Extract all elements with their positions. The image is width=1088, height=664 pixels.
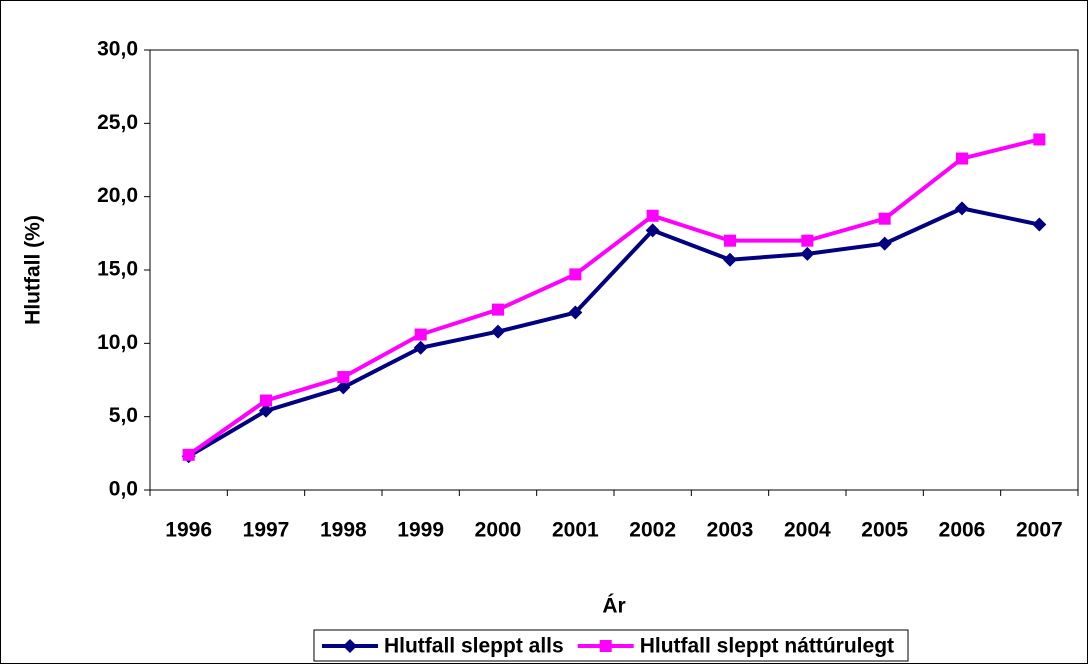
marker bbox=[568, 305, 583, 320]
marker bbox=[342, 639, 357, 653]
series-line bbox=[187, 206, 1040, 458]
marker bbox=[955, 201, 969, 216]
x-tick-label: 1996 bbox=[165, 519, 212, 542]
marker bbox=[414, 328, 427, 341]
marker bbox=[877, 236, 892, 251]
marker bbox=[723, 252, 737, 267]
y-tick-label: 25,0 bbox=[97, 111, 138, 134]
y-tick-label: 10,0 bbox=[97, 331, 138, 354]
marker bbox=[1032, 217, 1047, 232]
x-tick-label: 1997 bbox=[243, 519, 290, 542]
marker bbox=[724, 234, 736, 247]
x-tick-label: 2007 bbox=[1016, 519, 1063, 542]
x-tick-label: 2000 bbox=[475, 519, 522, 542]
x-axis-label: Ár bbox=[602, 595, 625, 618]
x-tick-label: 2002 bbox=[629, 519, 676, 542]
legend-label: Hlutfall sleppt alls bbox=[384, 635, 564, 658]
marker bbox=[646, 209, 659, 222]
y-axis-label: Hlutfall (%) bbox=[22, 215, 45, 325]
marker bbox=[800, 246, 815, 261]
x-tick-label: 2004 bbox=[784, 519, 831, 542]
x-tick-label: 2001 bbox=[552, 519, 599, 542]
legend: Hlutfall sleppt alls Hlutfall sleppt nátt… bbox=[313, 629, 909, 662]
y-tick-label: 30,0 bbox=[97, 38, 138, 61]
series-line bbox=[187, 137, 1040, 457]
x-tick-label: 2003 bbox=[707, 519, 754, 542]
marker bbox=[492, 303, 504, 316]
marker bbox=[1033, 133, 1046, 146]
marker bbox=[599, 640, 612, 652]
y-tick-label: 20,0 bbox=[97, 184, 138, 207]
x-tick-label: 2006 bbox=[939, 519, 986, 542]
marker bbox=[569, 268, 582, 281]
y-tick-label: 0,0 bbox=[109, 478, 138, 501]
marker bbox=[878, 212, 891, 225]
y-tick-label: 15,0 bbox=[97, 258, 138, 281]
marker bbox=[337, 371, 350, 384]
y-tick-label: 5,0 bbox=[109, 404, 138, 427]
marker bbox=[801, 234, 814, 247]
legend-label: Hlutfall sleppt náttúrulegt bbox=[640, 635, 894, 658]
marker bbox=[260, 394, 272, 407]
marker bbox=[491, 324, 505, 339]
x-tick-label: 1999 bbox=[397, 519, 444, 542]
marker bbox=[336, 380, 351, 395]
marker bbox=[182, 448, 195, 461]
x-tick-label: 2005 bbox=[861, 519, 908, 542]
marker bbox=[259, 403, 273, 418]
marker bbox=[645, 223, 660, 238]
marker bbox=[413, 340, 428, 355]
x-tick-label: 1998 bbox=[320, 519, 367, 542]
marker bbox=[956, 152, 968, 165]
